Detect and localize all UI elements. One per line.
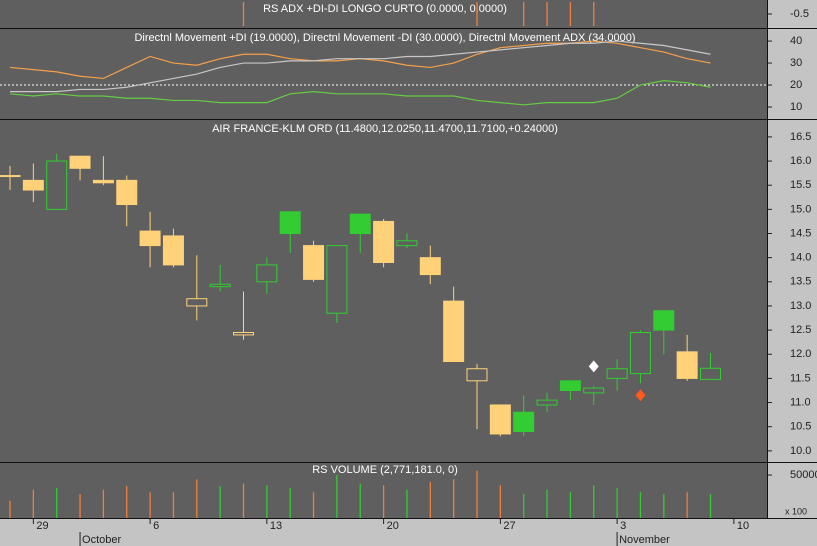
candle-body bbox=[22, 179, 44, 191]
y-tick-label: 16.5 bbox=[790, 131, 811, 143]
x-tick-label: 3 bbox=[620, 520, 626, 532]
candle-body bbox=[489, 404, 511, 435]
y-tick-label: 11.0 bbox=[790, 396, 811, 408]
candle-body bbox=[419, 257, 441, 276]
month-label: November bbox=[619, 534, 670, 546]
candle-body bbox=[209, 283, 231, 288]
candle-body bbox=[629, 332, 651, 375]
scale-label: x 100 bbox=[785, 506, 807, 516]
x-tick-label: 13 bbox=[270, 520, 282, 532]
panel-title: AIR FRANCE-KLM ORD (11.4800,12.0250,11.4… bbox=[212, 123, 558, 135]
candle-body bbox=[396, 240, 418, 247]
y-tick-label: 13.5 bbox=[790, 276, 811, 288]
y-tick-label: 15.5 bbox=[790, 179, 811, 191]
y-tick-label: 13.0 bbox=[790, 300, 811, 312]
y-tick-label: 30 bbox=[790, 57, 802, 69]
candle-body bbox=[559, 380, 581, 391]
x-tick-label: 20 bbox=[387, 520, 399, 532]
indicator-line bbox=[9, 80, 711, 106]
candle-body bbox=[326, 245, 348, 314]
candle-body bbox=[349, 213, 371, 235]
candle-body bbox=[466, 368, 488, 382]
y-tick-label: 40 bbox=[790, 35, 802, 47]
panel-title: RS VOLUME (2,771,181.0, 0) bbox=[312, 464, 458, 476]
y-tick-label: 12.5 bbox=[790, 324, 811, 336]
candle-body bbox=[279, 211, 301, 235]
panel-title: RS ADX +DI-DI LONGO CURTO (0.0000, 0.000… bbox=[263, 3, 507, 15]
signal-marker bbox=[635, 389, 646, 402]
candle-body bbox=[676, 351, 698, 379]
candle-body bbox=[256, 264, 278, 283]
date-axis-panel bbox=[0, 519, 817, 546]
y-tick-label: 14.0 bbox=[790, 252, 811, 264]
y-tick-label: 20 bbox=[790, 79, 802, 91]
candle-body bbox=[583, 387, 605, 394]
y-tick-label: 12.0 bbox=[790, 348, 811, 360]
y-tick-label: 15.0 bbox=[790, 203, 811, 215]
candle-body bbox=[513, 411, 535, 433]
y-tick-label: 50000 bbox=[790, 469, 817, 481]
month-label: October bbox=[82, 534, 121, 546]
x-tick-label: 27 bbox=[503, 520, 515, 532]
candle-body bbox=[186, 298, 208, 307]
candle-body bbox=[303, 245, 325, 280]
candle-body bbox=[653, 310, 675, 331]
candle-body bbox=[69, 155, 91, 169]
signal-marker bbox=[588, 360, 599, 373]
candle-body bbox=[233, 332, 254, 336]
candle-body bbox=[162, 235, 184, 266]
y-tick-label: 10 bbox=[790, 101, 802, 113]
value-axis-panel bbox=[767, 0, 817, 519]
candle-body bbox=[373, 220, 395, 263]
candle-body bbox=[0, 175, 21, 178]
x-tick-label: 29 bbox=[36, 520, 48, 532]
candle-body bbox=[606, 368, 628, 379]
y-tick-label: 11.5 bbox=[790, 372, 811, 384]
candle-body bbox=[139, 230, 161, 247]
panel-title: Directnl Movement +DI (19.0000), Directn… bbox=[134, 32, 635, 44]
candle-body bbox=[46, 160, 68, 210]
x-tick-label: 6 bbox=[153, 520, 159, 532]
panel-borders bbox=[0, 0, 817, 519]
candle-body bbox=[536, 399, 558, 406]
candle-body bbox=[92, 179, 114, 184]
y-tick-label: 10.5 bbox=[790, 421, 811, 433]
y-tick-label: 14.5 bbox=[790, 227, 811, 239]
candle-body bbox=[116, 179, 138, 206]
candle-body bbox=[443, 300, 465, 363]
indicator-line bbox=[10, 40, 711, 93]
candle-body bbox=[700, 367, 721, 380]
y-tick-label: -0.5 bbox=[790, 8, 809, 20]
y-tick-label: 10.0 bbox=[790, 445, 811, 457]
x-tick-label: 10 bbox=[737, 520, 749, 532]
y-tick-label: 16.0 bbox=[790, 155, 811, 167]
